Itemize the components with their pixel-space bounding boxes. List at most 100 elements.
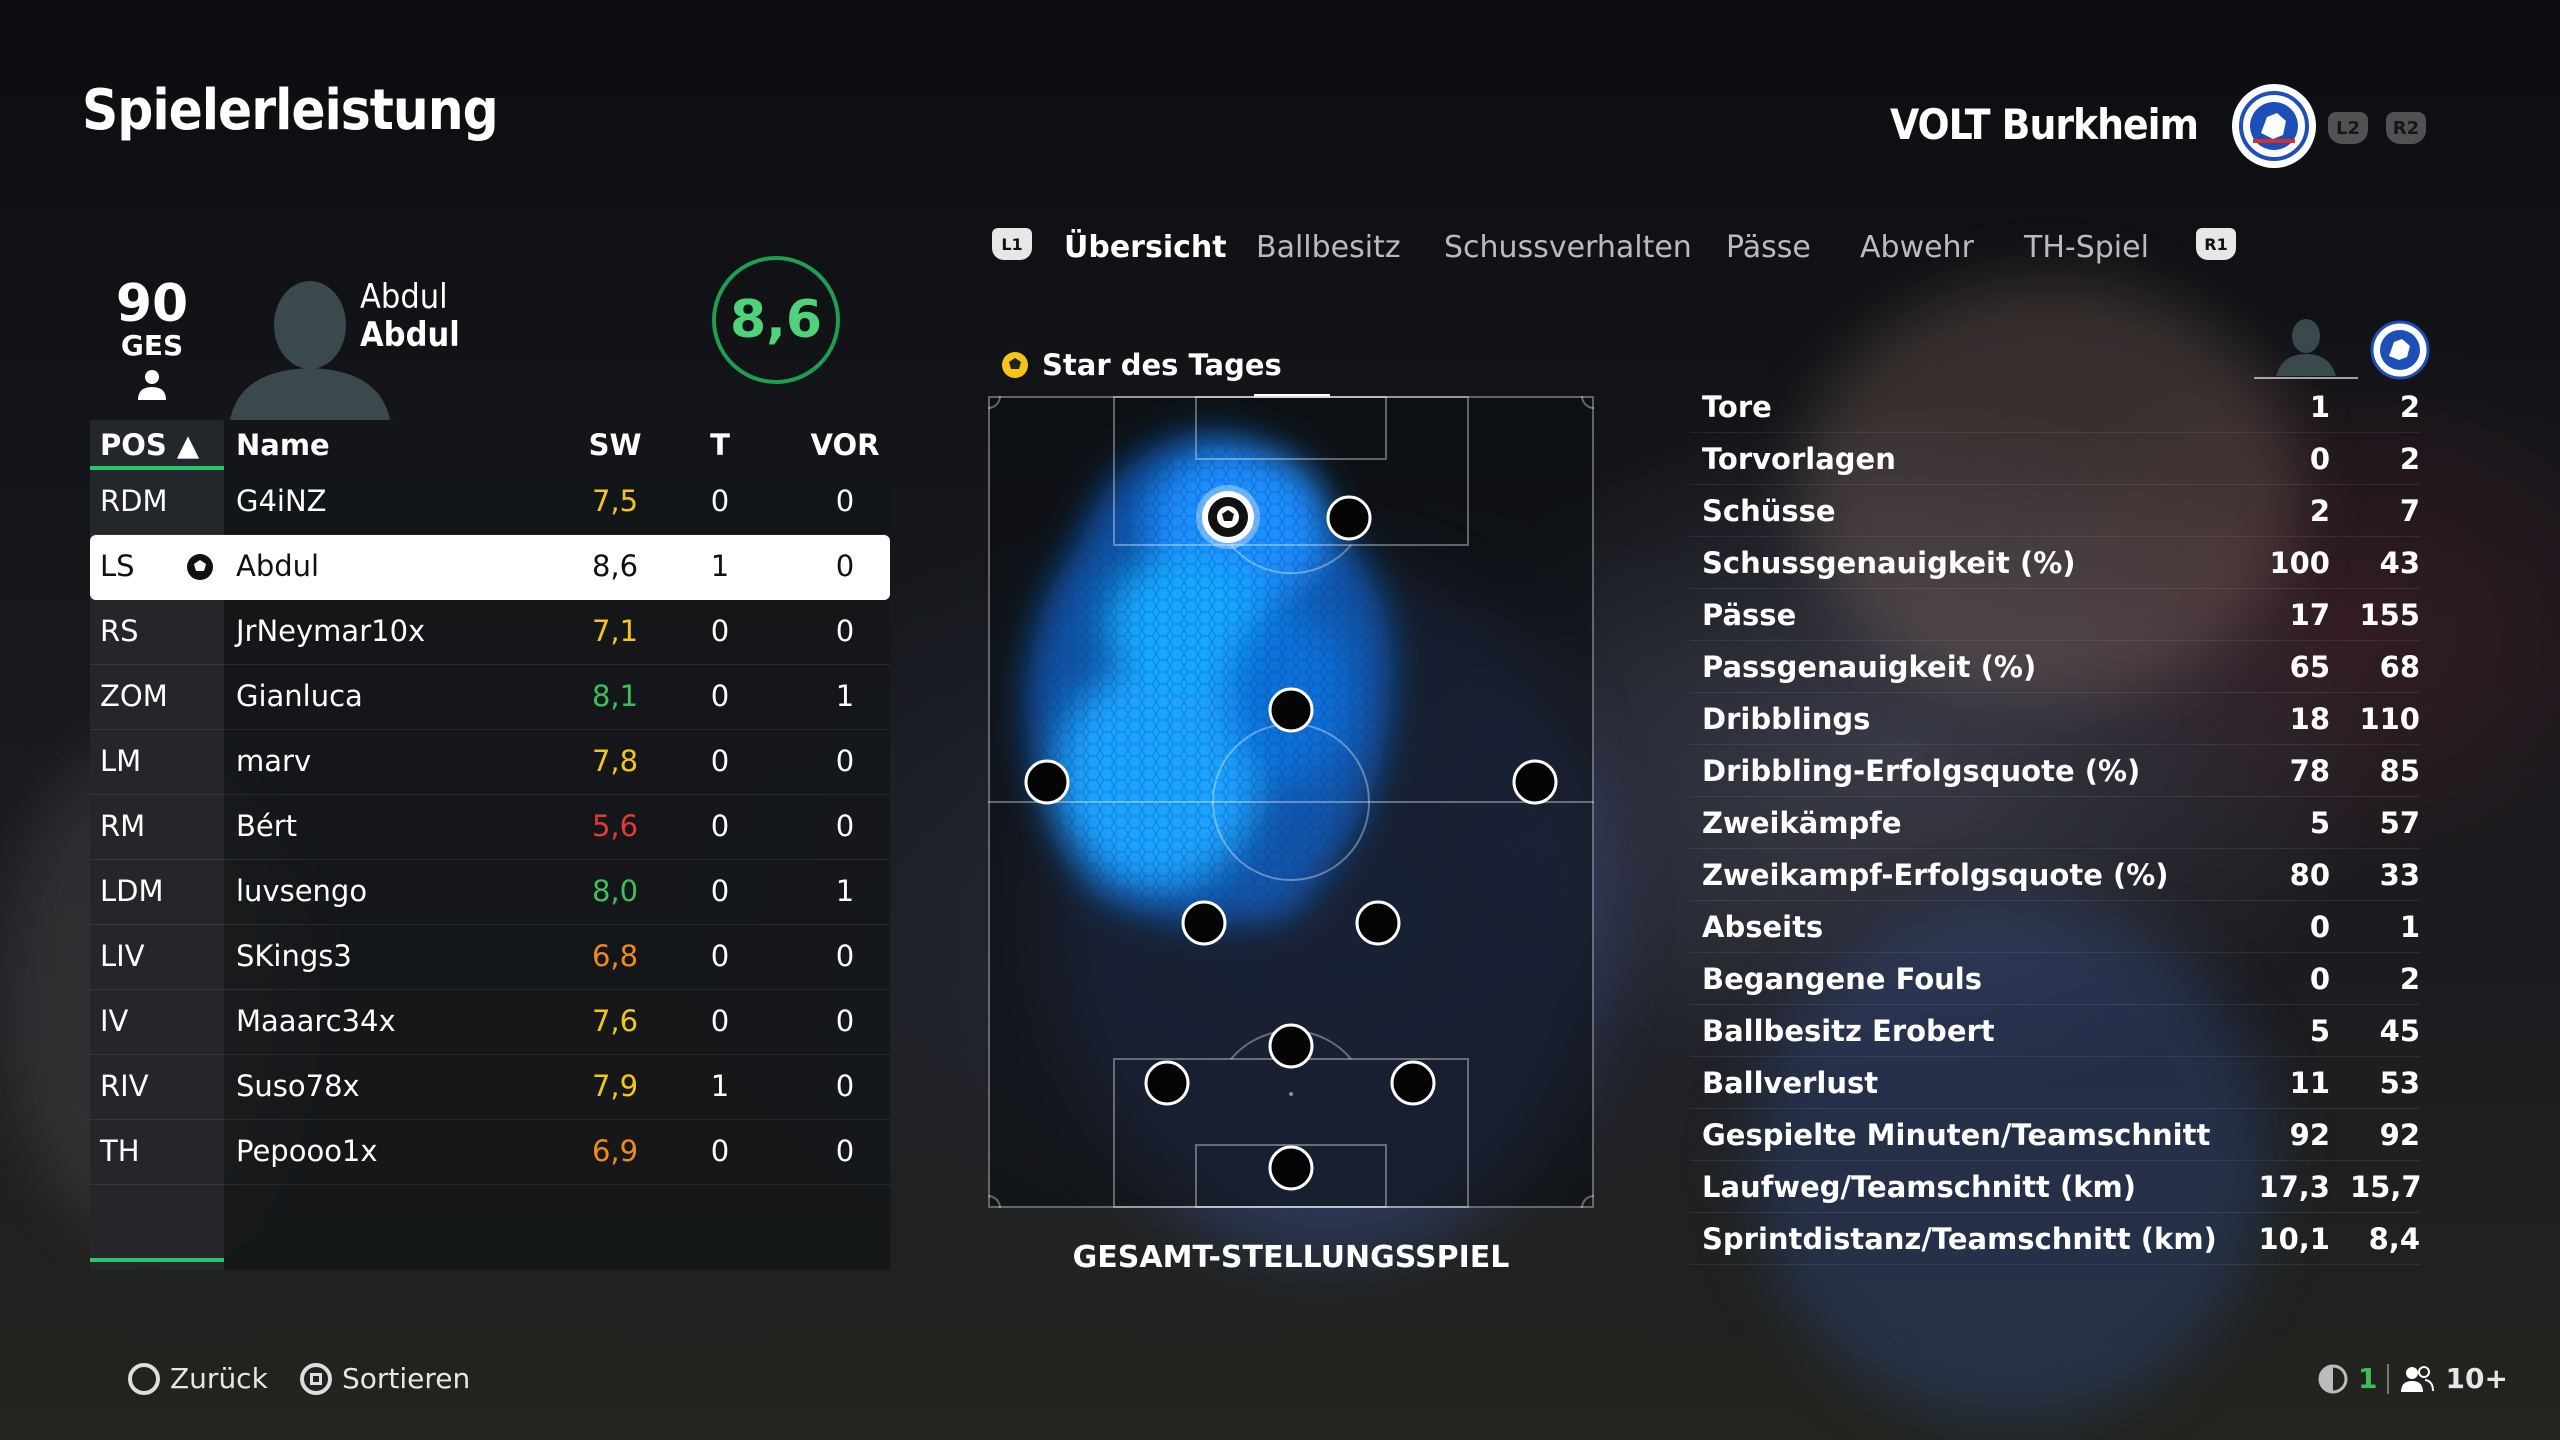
row-goals: 0 — [710, 484, 730, 518]
stat-team-value: 43 — [2379, 546, 2420, 580]
row-goals: 0 — [710, 679, 730, 713]
stat-label: Sprintdistanz/Teamschnitt (km) — [1702, 1222, 2217, 1256]
tab-th-spiel[interactable]: TH-Spiel — [2024, 230, 2149, 265]
person-icon — [138, 370, 166, 400]
row-rating: 8,0 — [591, 874, 639, 908]
stat-row: Dribbling-Erfolgsquote (%) 78 85 — [1690, 744, 2420, 797]
row-rating: 8,6 — [591, 549, 639, 583]
player-marker — [1268, 1023, 1314, 1069]
table-row[interactable]: RM Bért 5,6 0 0 — [90, 795, 890, 860]
table-row[interactable]: LIV SKings3 6,8 0 0 — [90, 925, 890, 990]
team-name: VOLT Burkheim — [1890, 100, 2199, 149]
table-row[interactable]: IV Maaarc34x 7,6 0 0 — [90, 990, 890, 1055]
stat-player-value: 5 — [2309, 1014, 2330, 1048]
row-goals: 0 — [710, 744, 730, 778]
player-marker — [1355, 900, 1401, 946]
table-row[interactable]: RDM G4iNZ 7,5 0 0 — [90, 470, 890, 535]
stat-team-value: 2 — [2399, 390, 2420, 424]
square-button-icon — [300, 1362, 332, 1395]
table-row[interactable]: RIV Suso78x 7,9 1 0 — [90, 1055, 890, 1120]
row-rating: 7,1 — [591, 614, 639, 648]
stat-team-value: 8,4 — [2368, 1222, 2420, 1256]
player-marker — [1181, 900, 1227, 946]
player-name: Abdul Abdul — [360, 278, 460, 354]
stat-team-value: 15,7 — [2350, 1170, 2422, 1204]
row-goals: 0 — [710, 939, 730, 973]
stat-team-value: 53 — [2379, 1066, 2420, 1100]
row-rating: 7,8 — [591, 744, 639, 778]
circle-button-icon — [128, 1362, 160, 1395]
tab-abwehr[interactable]: Abwehr — [1860, 230, 1974, 265]
table-row[interactable]: ZOM Gianluca 8,1 0 1 — [90, 665, 890, 730]
l2-button[interactable]: L2 — [2328, 112, 2368, 144]
stat-row: Begangene Fouls 0 2 — [1690, 952, 2420, 1005]
back-button[interactable]: Zurück — [128, 1362, 268, 1395]
stat-label: Ballverlust — [1702, 1066, 1879, 1100]
row-position: LIV — [100, 939, 145, 973]
stat-row: Passgenauigkeit (%) 65 68 — [1690, 640, 2420, 693]
stat-player-value: 18 — [2289, 702, 2330, 736]
tab-paesse[interactable]: Pässe — [1726, 230, 1811, 265]
row-assists: 0 — [835, 1004, 855, 1038]
row-position: RM — [100, 809, 146, 843]
row-player-name: Bért — [236, 809, 298, 843]
stat-player-value: 0 — [2309, 910, 2330, 944]
table-row[interactable]: TH Pepooo1x 6,9 0 0 — [90, 1120, 890, 1185]
player-marker — [1024, 759, 1070, 805]
sort-indicator — [90, 466, 224, 470]
row-player-name: Maaarc34x — [236, 1004, 396, 1038]
stat-player-value: 5 — [2309, 806, 2330, 840]
sort-label: Sortieren — [342, 1362, 471, 1395]
r2-button[interactable]: R2 — [2386, 112, 2426, 144]
status-indicators: 1 10+ — [2318, 1362, 2508, 1395]
table-row[interactable]: LDM luvsengo 8,0 0 1 — [90, 860, 890, 925]
col-t[interactable]: T — [710, 428, 730, 462]
overall-value: 90 — [115, 274, 189, 334]
table-row[interactable]: RS JrNeymar10x 7,1 0 0 — [90, 600, 890, 665]
tab-schussverhalten[interactable]: Schussverhalten — [1444, 230, 1692, 265]
col-name[interactable]: Name — [236, 428, 330, 462]
ready-count: 1 — [2358, 1362, 2378, 1395]
team-crest-small-icon — [2370, 320, 2430, 380]
stat-label: Dribbling-Erfolgsquote (%) — [1702, 754, 2141, 788]
row-goals: 1 — [710, 549, 730, 583]
row-player-name: SKings3 — [236, 939, 352, 973]
row-rating: 6,8 — [591, 939, 639, 973]
l1-button[interactable]: L1 — [992, 228, 1032, 260]
player-marker — [1326, 495, 1372, 541]
players-count: 10+ — [2445, 1362, 2508, 1395]
star-label: Star des Tages — [1042, 348, 1282, 382]
stat-player-value: 17 — [2289, 598, 2330, 632]
r1-button[interactable]: R1 — [2196, 228, 2236, 260]
stat-label: Zweikampf-Erfolgsquote (%) — [1702, 858, 2169, 892]
player-marker — [1390, 1060, 1436, 1106]
stat-player-value: 2 — [2309, 494, 2330, 528]
stat-team-value: 110 — [2359, 702, 2420, 736]
sort-button[interactable]: Sortieren — [300, 1362, 470, 1395]
player-rating: 8,6 — [712, 256, 840, 384]
table-header: POS ▲ Name SW T VOR — [90, 420, 890, 470]
row-player-name: Suso78x — [236, 1069, 360, 1103]
row-position: RS — [100, 614, 139, 648]
stat-row: Abseits 0 1 — [1690, 900, 2420, 953]
row-goals: 0 — [710, 874, 730, 908]
table-row[interactable]: LS Abdul 8,6 1 0 — [90, 535, 890, 600]
stat-row: Sprintdistanz/Teamschnitt (km) 10,1 8,4 — [1690, 1212, 2420, 1265]
stat-label: Zweikämpfe — [1702, 806, 1902, 840]
player-markers — [1024, 485, 1558, 1191]
stat-player-value: 0 — [2309, 962, 2330, 996]
stat-player-value: 92 — [2289, 1118, 2330, 1152]
player-avatar — [210, 281, 410, 420]
col-vor[interactable]: VOR — [810, 428, 880, 462]
signal-icon — [2318, 1364, 2348, 1393]
stat-row: Schussgenauigkeit (%) 100 43 — [1690, 536, 2420, 589]
tab-ballbesitz[interactable]: Ballbesitz — [1256, 230, 1401, 265]
table-row[interactable]: LM marv 7,8 0 0 — [90, 730, 890, 795]
player-table: POS ▲ Name SW T VOR RDM G4iNZ 7,5 0 0 LS Abdul… — [90, 420, 890, 1270]
row-assists: 0 — [835, 809, 855, 843]
tab-uebersicht[interactable]: Übersicht — [1064, 230, 1227, 265]
row-player-name: luvsengo — [236, 874, 368, 908]
stat-team-value: 155 — [2359, 598, 2420, 632]
col-sw[interactable]: SW — [588, 428, 642, 462]
col-pos[interactable]: POS ▲ — [100, 428, 200, 462]
